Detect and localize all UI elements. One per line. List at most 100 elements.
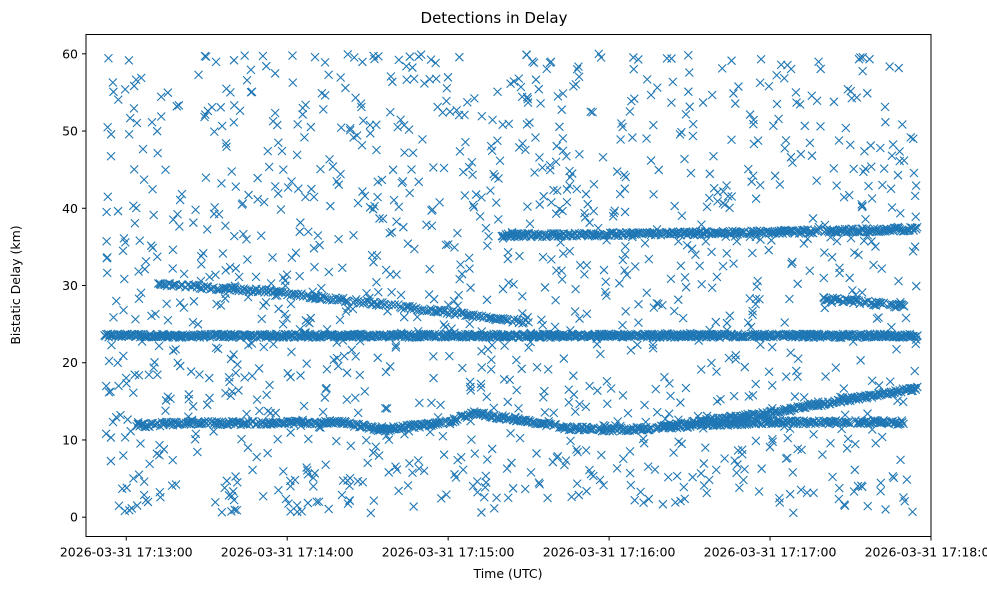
clutter-point	[885, 62, 895, 71]
clutter-point	[511, 355, 521, 365]
clutter-point	[638, 434, 648, 444]
clutter-point	[134, 370, 144, 380]
clutter-point	[793, 372, 802, 382]
clutter-point	[779, 73, 789, 83]
clutter-point	[745, 294, 755, 303]
clutter-point	[834, 483, 844, 493]
clutter-point	[538, 320, 548, 330]
clutter-point	[602, 291, 611, 300]
clutter-point	[902, 475, 912, 484]
clutter-point	[244, 190, 254, 200]
clutter-point	[688, 131, 698, 141]
clutter-point	[843, 434, 853, 444]
clutter-point	[286, 507, 295, 516]
clutter-point	[846, 86, 856, 96]
clutter-point	[489, 403, 499, 413]
clutter-point	[217, 121, 227, 131]
clutter-point	[522, 50, 532, 60]
clutter-point	[836, 392, 845, 402]
clutter-point	[683, 50, 693, 60]
clutter-point	[785, 294, 794, 304]
clutter-point	[303, 434, 313, 444]
clutter-point	[540, 283, 550, 292]
clutter-point	[612, 463, 622, 473]
clutter-point	[620, 207, 630, 217]
clutter-point	[211, 270, 220, 280]
clutter-point	[431, 58, 441, 68]
clutter-point	[226, 87, 235, 97]
clutter-point	[266, 278, 276, 288]
clutter-point	[874, 381, 884, 390]
clutter-point	[718, 261, 728, 271]
clutter-point	[217, 179, 226, 188]
clutter-point	[349, 133, 358, 142]
clutter-point	[283, 183, 293, 192]
clutter-point	[477, 508, 486, 517]
clutter-point	[751, 436, 761, 446]
clutter-point	[282, 314, 291, 323]
clutter-point	[438, 431, 448, 441]
clutter-point	[756, 235, 765, 244]
clutter-point	[341, 307, 351, 316]
clutter-point	[755, 78, 765, 88]
axis-ticks: 2026-03-31 17:13:00 2026-03-31 17:14:00 20…	[60, 46, 987, 559]
clutter-point	[775, 180, 785, 189]
clutter-point	[191, 205, 200, 215]
clutter-point	[394, 202, 404, 212]
clutter-point	[748, 310, 757, 320]
clutter-point	[795, 403, 804, 413]
clutter-point	[743, 318, 753, 328]
clutter-point	[482, 295, 492, 305]
clutter-point	[560, 460, 569, 470]
clutter-point	[333, 361, 343, 371]
clutter-point	[565, 181, 574, 190]
clutter-point	[286, 481, 295, 491]
clutter-point	[858, 52, 868, 62]
clutter-point	[666, 274, 676, 284]
clutter-point	[441, 240, 451, 250]
clutter-point	[575, 260, 585, 270]
clutter-point	[309, 192, 319, 202]
clutter-point	[237, 200, 247, 209]
clutter-point	[482, 455, 492, 464]
clutter-point	[243, 443, 253, 453]
clutter-point	[360, 386, 370, 396]
track-point	[883, 225, 893, 235]
clutter-point	[871, 438, 881, 448]
clutter-point	[592, 339, 602, 349]
clutter-point	[345, 473, 355, 483]
clutter-point	[171, 344, 181, 354]
clutter-point	[295, 227, 305, 237]
clutter-point	[521, 145, 530, 155]
clutter-point	[679, 482, 689, 492]
clutter-point	[152, 252, 162, 262]
clutter-point	[602, 376, 612, 386]
track-point	[513, 315, 523, 325]
clutter-point	[462, 97, 472, 107]
clutter-point	[574, 62, 583, 72]
clutter-point	[403, 481, 413, 490]
clutter-point	[699, 459, 709, 468]
clutter-point	[791, 366, 801, 376]
clutter-point	[253, 194, 263, 204]
clutter-point	[774, 114, 783, 124]
clutter-point	[242, 409, 251, 419]
clutter-point	[764, 245, 774, 255]
track-point	[754, 419, 764, 428]
clutter-point	[272, 291, 282, 300]
clutter-point	[229, 231, 239, 241]
clutter-point	[785, 406, 795, 416]
clutter-point	[545, 58, 555, 68]
clutter-point	[386, 72, 396, 81]
clutter-point	[618, 320, 627, 330]
clutter-point	[413, 326, 423, 336]
clutter-point	[630, 495, 640, 505]
clutter-point	[233, 360, 242, 369]
clutter-point	[860, 146, 869, 156]
clutter-point	[618, 122, 628, 132]
clutter-point	[879, 164, 889, 174]
clutter-point	[117, 484, 127, 494]
clutter-point	[450, 415, 460, 425]
clutter-point	[259, 301, 268, 311]
clutter-point	[812, 176, 822, 186]
